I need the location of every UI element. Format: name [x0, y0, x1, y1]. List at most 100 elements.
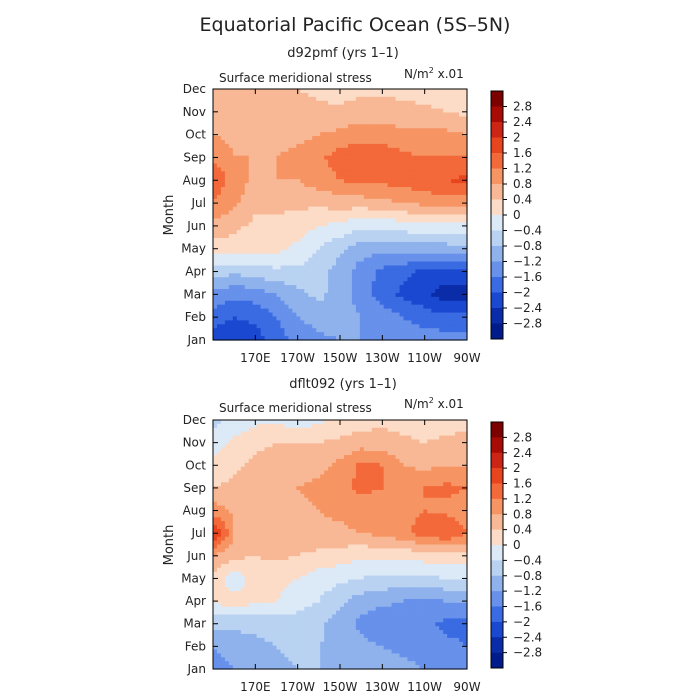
contour-cell	[383, 218, 389, 223]
contour-cell	[367, 104, 373, 110]
contour-cell	[276, 241, 282, 247]
contour-cell	[316, 128, 321, 133]
contour-cell	[415, 147, 420, 153]
contour-cell	[304, 312, 309, 318]
contour-cell	[296, 285, 301, 290]
contour-cell	[268, 249, 274, 255]
contour-cell	[359, 104, 365, 110]
contour-cell	[260, 218, 266, 223]
contour-cell	[427, 183, 432, 188]
contour-cell	[435, 89, 440, 94]
contour-cell	[228, 249, 234, 255]
contour-cell	[312, 194, 317, 200]
contour-cell	[336, 230, 341, 235]
contour-cell	[220, 143, 226, 149]
contour-cell	[359, 285, 365, 290]
contour-cell	[463, 420, 468, 425]
contour-cell	[332, 159, 337, 165]
contour-cell	[423, 455, 428, 460]
contour-cell	[232, 312, 238, 318]
contour-cell	[340, 194, 345, 200]
contour-cell	[383, 328, 389, 333]
contour-cell	[320, 289, 325, 294]
contour-cell	[403, 336, 409, 341]
contour-cell	[312, 238, 317, 243]
panel-subtitle: Surface meridional stress	[219, 71, 372, 85]
contour-cell	[447, 226, 452, 231]
contour-cell	[332, 423, 337, 429]
contour-cell	[328, 198, 333, 204]
contour-cell	[459, 151, 464, 157]
contour-cell	[336, 462, 341, 468]
contour-cell	[292, 92, 297, 98]
contour-cell	[240, 462, 246, 468]
contour-cell	[399, 273, 405, 278]
contour-cell	[213, 420, 218, 425]
contour-cell	[359, 218, 365, 223]
contour-cell	[316, 124, 321, 129]
contour-cell	[308, 273, 313, 278]
contour-cell	[280, 431, 286, 437]
contour-cell	[288, 447, 293, 452]
contour-cell	[248, 143, 254, 149]
contour-cell	[260, 241, 266, 247]
contour-cell	[363, 443, 369, 448]
contour-cell	[355, 277, 361, 282]
contour-cell	[244, 187, 250, 192]
contour-cell	[308, 92, 313, 98]
contour-cell	[383, 241, 389, 247]
contour-cell	[248, 420, 254, 425]
contour-cell	[347, 155, 353, 161]
contour-cell	[244, 167, 250, 172]
contour-cell	[280, 120, 286, 125]
contour-cell	[347, 92, 353, 98]
contour-cell	[216, 179, 222, 184]
contour-cell	[320, 175, 325, 180]
contour-cell	[431, 328, 436, 333]
contour-cell	[423, 316, 428, 321]
contour-cell	[308, 269, 313, 274]
contour-cell	[256, 104, 262, 110]
contour-cell	[463, 292, 468, 298]
contour-cell	[459, 143, 464, 149]
contour-cell	[411, 447, 417, 452]
contour-cell	[427, 136, 432, 141]
contour-cell	[236, 289, 242, 294]
contour-cell	[284, 435, 290, 441]
contour-cell	[332, 132, 337, 137]
contour-cell	[328, 167, 333, 172]
contour-cell	[228, 143, 234, 149]
contour-cell	[383, 466, 389, 472]
contour-cell	[431, 120, 436, 125]
contour-cell	[308, 159, 313, 165]
contour-cell	[411, 253, 417, 259]
contour-cell	[455, 300, 460, 306]
contour-cell	[367, 300, 373, 306]
contour-cell	[343, 218, 349, 223]
contour-cell	[288, 116, 293, 121]
contour-cell	[292, 300, 297, 306]
contour-cell	[252, 159, 258, 165]
contour-cell	[463, 179, 468, 184]
contour-cell	[427, 151, 432, 157]
contour-cell	[324, 187, 329, 192]
contour-cell	[308, 96, 313, 102]
contour-cell	[443, 328, 448, 333]
contour-cell	[340, 308, 345, 314]
contour-cell	[216, 292, 222, 298]
contour-cell	[316, 466, 321, 472]
contour-cell	[451, 451, 456, 456]
contour-cell	[351, 218, 357, 223]
contour-cell	[316, 312, 321, 318]
contour-cell	[276, 222, 282, 227]
contour-cell	[399, 100, 405, 106]
contour-cell	[300, 214, 305, 220]
units-base: N/m	[404, 67, 429, 81]
contour-cell	[268, 139, 274, 145]
contour-cell	[415, 427, 420, 433]
contour-cell	[276, 253, 282, 259]
contour-cell	[272, 458, 278, 464]
contour-cell	[244, 435, 250, 441]
contour-cell	[351, 139, 357, 145]
contour-cell	[375, 171, 381, 176]
